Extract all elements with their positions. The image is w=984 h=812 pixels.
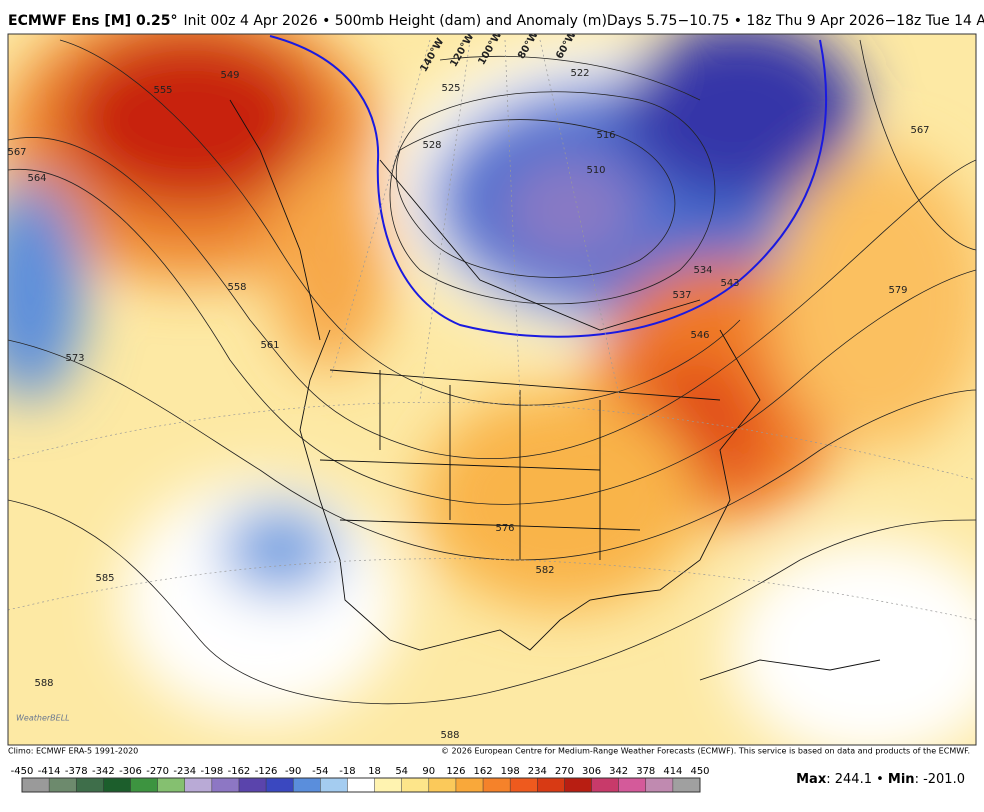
copyright: © 2026 European Centre for Medium-Range … — [441, 747, 970, 756]
colorbar-segment — [347, 778, 375, 792]
colorbar-segment — [428, 778, 456, 792]
colorbar-tick-label: 342 — [609, 766, 628, 777]
contour-label: 516 — [596, 130, 615, 141]
colorbar-tick-label: -270 — [146, 766, 169, 777]
contour-label: 510 — [586, 165, 605, 176]
colorbar-tick-label: 270 — [555, 766, 574, 777]
colorbar-tick-label: 126 — [446, 766, 465, 777]
colorbar-tick-label: 450 — [690, 766, 709, 777]
colorbar-segment — [510, 778, 538, 792]
colorbar-segment — [266, 778, 294, 792]
colorbar-segment — [564, 778, 592, 792]
colorbar-tick-label: 378 — [636, 766, 655, 777]
colorbar: -450 -414 -378 -342 -306 -270 -234 -198 -162 -126… — [11, 766, 710, 793]
contour-label: 564 — [27, 173, 46, 184]
climo: Climo: ECMWF ERA-5 1991-2020 — [8, 747, 138, 756]
colorbar-tick-label: -306 — [119, 766, 142, 777]
colorbar-segment — [22, 778, 50, 792]
colorbar-segment — [130, 778, 158, 792]
colorbar-tick-label: -162 — [228, 766, 251, 777]
colorbar-segment — [537, 778, 565, 792]
title: ECMWF Ens [M] 0.25° Init 00z 4 Apr 2026 •… — [8, 13, 984, 29]
colorbar-tick-label: -54 — [312, 766, 328, 777]
colorbar-tick-label: -90 — [285, 766, 301, 777]
colorbar-tick-label: 18 — [368, 766, 381, 777]
contour-label: 588 — [34, 678, 53, 689]
contour-label: 558 — [227, 282, 246, 293]
colorbar-segment — [293, 778, 321, 792]
map: 549 555 567 564 558 561 573 585 588 588 576 582 579 5… — [7, 34, 976, 745]
colorbar-segment — [645, 778, 673, 792]
colorbar-tick-label: -450 — [11, 766, 34, 777]
colorbar-segment — [401, 778, 429, 792]
colorbar-segment — [672, 778, 700, 792]
colorbar-segment — [618, 778, 646, 792]
colorbar-tick-label: 234 — [528, 766, 547, 777]
contour-label: 537 — [672, 290, 691, 301]
colorbar-tick-label: 90 — [422, 766, 435, 777]
colorbar-tick-label: 54 — [395, 766, 408, 777]
contour-label: 555 — [153, 85, 172, 96]
contour-label: 549 — [220, 70, 239, 81]
contour-label: 522 — [570, 68, 589, 79]
colorbar-segment — [455, 778, 484, 792]
contour-label: 546 — [690, 330, 709, 341]
contour-label: 534 — [693, 265, 712, 276]
logo: WeatherBELL — [16, 714, 70, 723]
colorbar-segment — [211, 778, 239, 792]
colorbar-tick-label: -198 — [200, 766, 223, 777]
contour-label: 525 — [441, 83, 460, 94]
contour-label: 579 — [888, 285, 907, 296]
contour-label: 543 — [720, 278, 739, 289]
colorbar-segment — [157, 778, 185, 792]
colorbar-tick-label: 414 — [663, 766, 682, 777]
colorbar-tick-label: 198 — [501, 766, 520, 777]
max-min: Max: 244.1 • Min: -201.0 — [796, 772, 965, 787]
colorbar-tick-label: -126 — [255, 766, 278, 777]
colorbar-segment — [483, 778, 511, 792]
contour-label: 588 — [440, 730, 459, 741]
map-frame — [7, 33, 977, 746]
colorbar-segment — [184, 778, 212, 792]
colorbar-tick-label: -234 — [173, 766, 196, 777]
colorbar-tick-label: -414 — [38, 766, 61, 777]
colorbar-tick-label: -342 — [92, 766, 115, 777]
contour-label: 576 — [495, 523, 514, 534]
colorbar-segment — [374, 778, 402, 792]
colorbar-segment — [591, 778, 619, 792]
contour-label: 573 — [65, 353, 84, 364]
colorbar-segment — [103, 778, 131, 792]
contour-label: 582 — [535, 565, 554, 576]
colorbar-segment — [320, 778, 348, 792]
colorbar-segment — [76, 778, 104, 792]
colorbar-tick-label: -378 — [65, 766, 88, 777]
colorbar-segment — [238, 778, 267, 792]
colorbar-tick-label: -18 — [339, 766, 355, 777]
colorbar-segment — [49, 778, 77, 792]
colorbar-tick-label: 306 — [582, 766, 601, 777]
colorbar-tick-label: 162 — [473, 766, 492, 777]
contour-label: 567 — [910, 125, 929, 136]
contour-label: 528 — [422, 140, 441, 151]
contour-label: 561 — [260, 340, 279, 351]
contour-label: 567 — [7, 147, 26, 158]
contour-label: 585 — [95, 573, 114, 584]
